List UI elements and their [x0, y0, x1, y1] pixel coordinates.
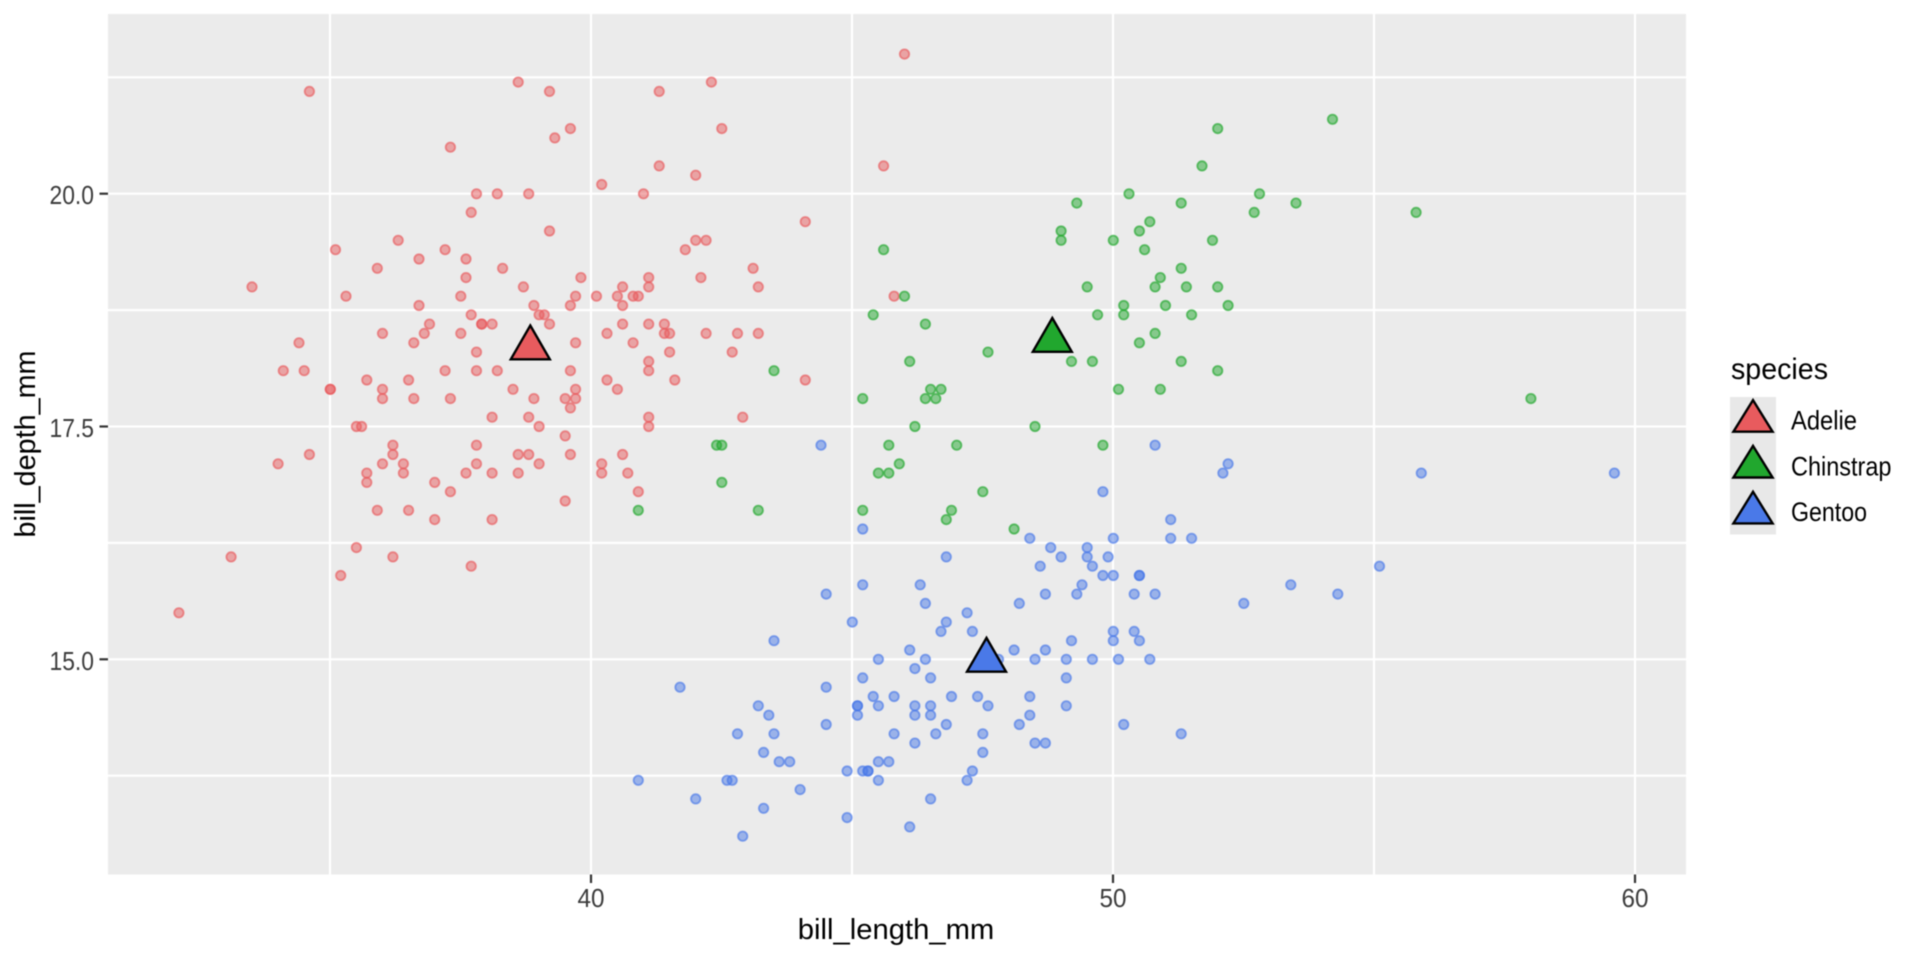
svg-text:bill_length_mm: bill_length_mm: [798, 914, 995, 946]
svg-text:bill_depth_mm: bill_depth_mm: [10, 351, 42, 538]
svg-text:Gentoo: Gentoo: [1791, 497, 1867, 527]
svg-text:15.0: 15.0: [50, 646, 95, 676]
svg-text:20.0: 20.0: [50, 180, 95, 210]
svg-text:50: 50: [1100, 883, 1127, 913]
svg-text:17.5: 17.5: [50, 413, 95, 443]
svg-text:Adelie: Adelie: [1791, 406, 1857, 436]
svg-text:40: 40: [578, 883, 605, 913]
svg-text:Chinstrap: Chinstrap: [1791, 451, 1892, 481]
svg-text:60: 60: [1622, 883, 1649, 913]
svg-text:species: species: [1731, 353, 1828, 386]
